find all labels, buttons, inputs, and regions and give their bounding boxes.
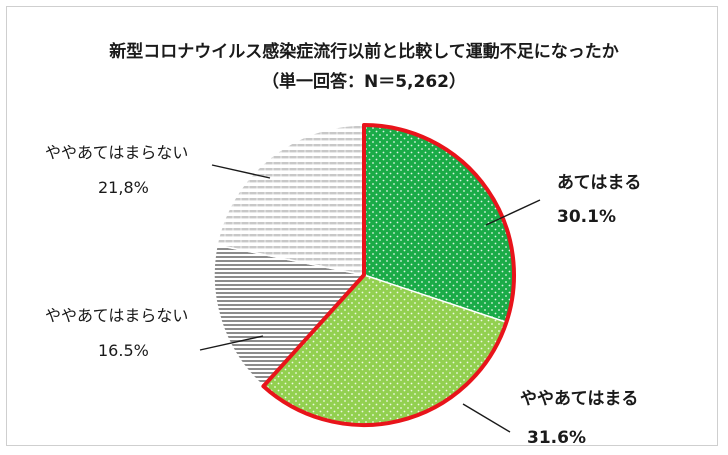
leader-line-yaya-atehamaru xyxy=(462,403,511,433)
slice-label-2: ややあてはまらない xyxy=(45,306,188,325)
chart-subtitle: （単一回答：N＝5,262） xyxy=(262,71,466,92)
pie-slice-3 xyxy=(216,124,365,276)
slice-label-0: あてはまる xyxy=(557,173,641,193)
slice-value-3: 21,8% xyxy=(98,178,149,197)
leader-line-yaya-atehamaranai-1 xyxy=(199,335,264,351)
pie-slice-2 xyxy=(213,244,366,388)
pie-slices xyxy=(213,124,515,426)
slice-label-3: ややあてはまらない xyxy=(45,143,188,162)
slice-value-2: 16.5% xyxy=(98,341,149,360)
highlight-outline xyxy=(261,123,517,427)
chart-title: 新型コロナウイルス感染症流行以前と比較して運動不足になったか xyxy=(109,41,619,62)
slice-value-1: 31.6% xyxy=(527,428,586,448)
slice-label-1: ややあてはまる xyxy=(520,389,638,409)
leader-line-atehamaru xyxy=(485,199,541,226)
leader-line-yaya-atehamaranai-2 xyxy=(211,164,271,179)
slice-value-0: 30.1% xyxy=(557,207,616,227)
